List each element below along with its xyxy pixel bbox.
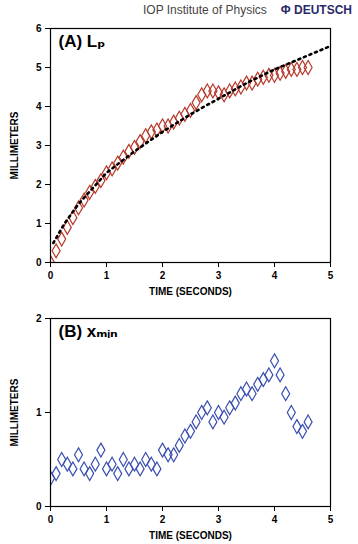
svg-text:6: 6 [36,23,42,34]
svg-text:0: 0 [36,501,42,512]
svg-text:MILLIMETERS: MILLIMETERS [9,378,20,446]
svg-text:1: 1 [36,218,42,229]
svg-text:4: 4 [36,101,42,112]
svg-text:4: 4 [272,514,278,525]
svg-text:5: 5 [36,62,42,73]
svg-text:0: 0 [48,270,54,281]
svg-text:TIME (SECONDS): TIME (SECONDS) [149,530,232,541]
svg-text:3: 3 [36,140,42,151]
svg-text:1: 1 [104,514,110,525]
svg-text:2: 2 [160,514,166,525]
svg-text:2: 2 [36,179,42,190]
svg-text:MILLIMETERS: MILLIMETERS [9,111,20,179]
svg-text:1: 1 [36,407,42,418]
svg-text:0: 0 [48,514,54,525]
svg-text:(B) xₘᵢₙ: (B) xₘᵢₙ [59,322,118,341]
svg-text:(A) Lₚ: (A) Lₚ [59,32,106,51]
svg-text:5: 5 [328,514,334,525]
svg-text:2: 2 [36,313,42,324]
svg-text:5: 5 [328,270,334,281]
html-text:Φ DEUTSCH: Φ DEUTSCH [280,3,352,17]
svg-text:TIME (SECONDS): TIME (SECONDS) [149,286,232,297]
svg-text:3: 3 [216,270,222,281]
html-text:IOP Institute of Physics: IOP Institute of Physics [143,3,267,17]
svg-text:4: 4 [272,270,278,281]
svg-text:2: 2 [160,270,166,281]
svg-text:3: 3 [216,514,222,525]
svg-text:0: 0 [36,257,42,268]
svg-text:1: 1 [104,270,110,281]
